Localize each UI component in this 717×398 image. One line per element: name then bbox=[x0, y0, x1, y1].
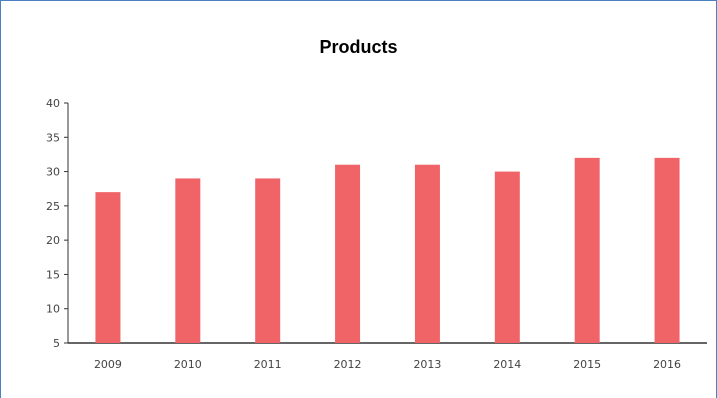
x-tick-label: 2015 bbox=[573, 358, 601, 371]
y-tick-label: 30 bbox=[46, 166, 60, 179]
y-axis: 5 10 15 20 25 30 35 40 bbox=[46, 97, 69, 350]
bar-2016 bbox=[654, 157, 680, 343]
bars bbox=[95, 157, 680, 343]
bar-2015 bbox=[574, 157, 600, 343]
y-tick-label: 35 bbox=[46, 131, 60, 144]
x-tick-label: 2011 bbox=[254, 358, 282, 371]
x-tick-label: 2016 bbox=[653, 358, 681, 371]
chart-title: Products bbox=[319, 37, 398, 57]
bar-2010 bbox=[175, 178, 201, 343]
bar-2013 bbox=[414, 164, 440, 343]
bar-2012 bbox=[335, 164, 361, 343]
x-tick-label: 2013 bbox=[413, 358, 441, 371]
frame-edge bbox=[0, 370, 1, 398]
y-tick-label: 15 bbox=[46, 268, 60, 281]
y-tick-label: 10 bbox=[46, 303, 60, 316]
x-tick-label: 2009 bbox=[94, 358, 122, 371]
x-tick-label: 2010 bbox=[174, 358, 202, 371]
bar-2009 bbox=[95, 192, 121, 343]
x-tick-label: 2014 bbox=[493, 358, 521, 371]
x-tick-label: 2012 bbox=[334, 358, 362, 371]
x-axis: 2009 2010 2011 2012 2013 2014 2015 2016 bbox=[68, 342, 707, 371]
bar-2011 bbox=[255, 178, 281, 343]
y-tick-label: 25 bbox=[46, 200, 60, 213]
y-tick-label: 40 bbox=[46, 97, 60, 110]
bar-2014 bbox=[494, 171, 520, 343]
y-tick-label: 5 bbox=[53, 337, 60, 350]
y-tick-label: 20 bbox=[46, 234, 60, 247]
